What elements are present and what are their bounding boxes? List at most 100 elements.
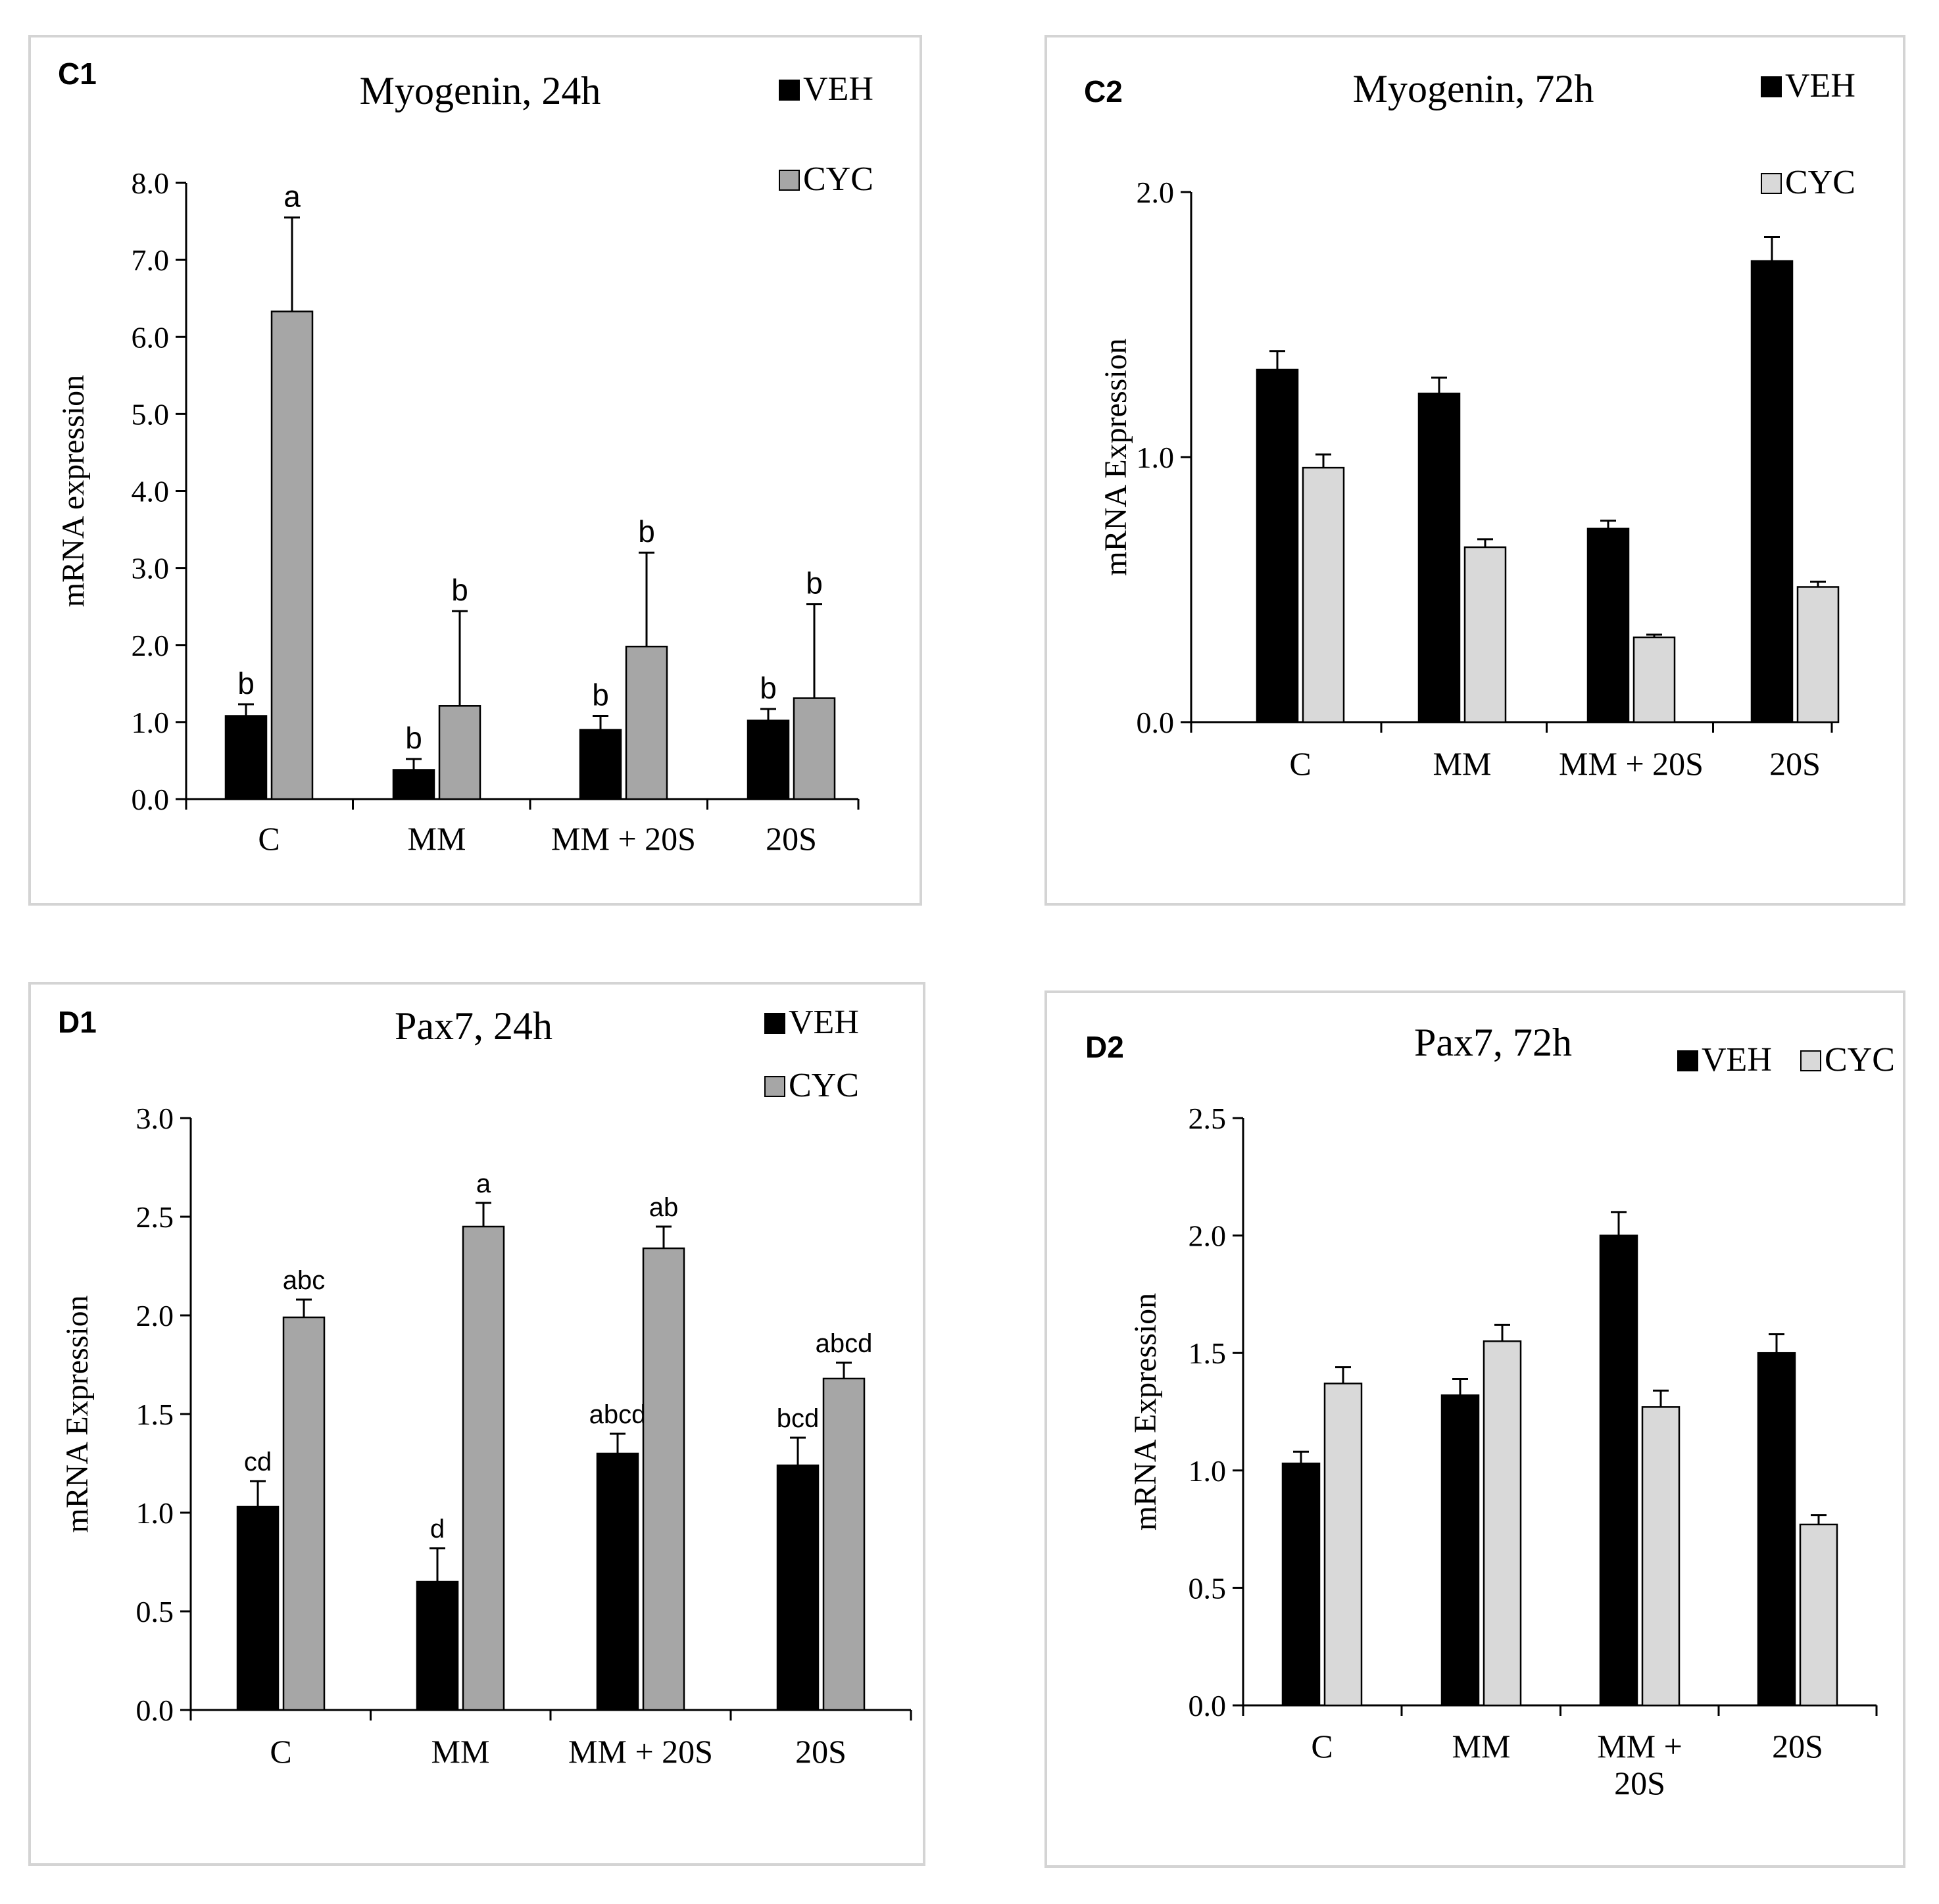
chart-title: Pax7, 24h [395, 1004, 552, 1048]
x-category-label: 20S [766, 820, 817, 857]
legend-label-veh: VEH [803, 70, 873, 108]
significance-letter: b [405, 721, 422, 755]
y-tick-label: 0.5 [136, 1595, 174, 1628]
bar-cyc-2 [462, 1225, 505, 1711]
significance-letter: abcd [589, 1400, 647, 1429]
y-tick-label: 1.5 [1189, 1336, 1227, 1370]
x-category-label: MM [408, 820, 466, 857]
significance-letter: a [283, 180, 301, 214]
x-category-label: 20S [1769, 745, 1821, 782]
bar-cyc-4 [793, 697, 836, 800]
panel-label: D2 [1085, 1030, 1124, 1064]
bar-veh-2 [392, 769, 435, 800]
y-tick-label: 8.0 [132, 166, 170, 200]
y-axis-label: mRNA Expression [60, 1295, 95, 1532]
bar-veh-1 [224, 715, 268, 800]
y-tick-label: 0.0 [136, 1694, 174, 1727]
y-tick-label: 1.0 [1137, 441, 1175, 474]
bar-veh-2 [1440, 1394, 1480, 1707]
x-category-label: MM [431, 1733, 490, 1770]
legend-swatch-cyc [764, 1076, 785, 1097]
x-category-label: MM + 20S [1559, 745, 1704, 782]
bar-cyc-2 [1483, 1340, 1522, 1707]
bar-cyc-1 [1302, 466, 1345, 723]
legend-label-cyc: CYC [1825, 1041, 1895, 1079]
y-tick-label: 0.0 [1137, 706, 1175, 739]
y-axis-label: mRNA Expression [1098, 338, 1133, 575]
panel-label: C1 [58, 57, 97, 91]
significance-letter: b [760, 671, 777, 705]
bar-cyc-4 [1799, 1523, 1838, 1707]
significance-letter: a [476, 1169, 491, 1198]
x-category-label: C [1311, 1728, 1333, 1765]
y-tick-label: 3.0 [132, 552, 170, 585]
chart-panel-c2: C2 Myogenin, 72h 0.0 1.0 2.0 mRNA Expression C… [1044, 35, 1905, 906]
legend-swatch-veh [779, 80, 800, 101]
y-tick-label: 1.0 [132, 706, 170, 739]
legend-label-cyc: CYC [803, 160, 873, 198]
chart-title: Myogenin, 24h [360, 69, 601, 112]
x-category-label-line: MM + [1597, 1728, 1682, 1765]
y-tick-label: 1.0 [1189, 1454, 1227, 1488]
legend: VEH CYC [779, 70, 873, 198]
legend: VEH CYC [1761, 67, 1855, 201]
significance-letter: d [430, 1515, 445, 1544]
bar-veh-3 [596, 1452, 639, 1711]
bar-cyc-4 [822, 1377, 866, 1711]
bar-cyc-1 [270, 310, 314, 800]
bar-veh-1 [236, 1505, 280, 1711]
x-category-label: MM [1433, 745, 1492, 782]
bar-veh-2 [1417, 393, 1461, 723]
bar-veh-1 [1256, 368, 1299, 723]
legend-label-cyc: CYC [789, 1067, 859, 1104]
panel-label: C2 [1084, 74, 1123, 109]
chart-panel-d1: D1 Pax7, 24h 0.0 0.5 1.0 1.5 2.0 2.5 3.0 mRNA Exp… [28, 982, 925, 1866]
y-tick-label: 2.0 [132, 629, 170, 662]
y-tick-label: 2.0 [1189, 1219, 1227, 1253]
y-tick-label: 0.0 [132, 783, 170, 816]
bar-cyc-3 [1641, 1406, 1681, 1707]
x-category-label: 20S [1772, 1728, 1823, 1765]
bar-cyc-2 [438, 705, 481, 800]
legend-swatch-veh [1761, 76, 1782, 97]
x-category-label-line: 20S [1614, 1765, 1665, 1801]
chart-title: Pax7, 72h [1414, 1021, 1572, 1064]
y-tick-label: 2.0 [1137, 176, 1175, 209]
y-axis-label: mRNA Expression [1128, 1293, 1163, 1530]
significance-letter: cd [244, 1448, 272, 1477]
bar-cyc-3 [1632, 636, 1676, 723]
significance-letter: abc [283, 1266, 326, 1295]
bar-veh-4 [1750, 260, 1794, 723]
x-category-label: MM + 20S [568, 1733, 713, 1770]
panel-label: D1 [58, 1005, 97, 1039]
bar-veh-3 [1599, 1234, 1638, 1707]
legend-swatch-cyc [1761, 173, 1782, 194]
bar-veh-3 [579, 729, 622, 800]
y-tick-label: 2.5 [136, 1200, 174, 1234]
legend-label-veh: VEH [1702, 1041, 1772, 1079]
y-tick-label: 4.0 [132, 475, 170, 508]
significance-letter: abcd [816, 1329, 873, 1358]
significance-letter: ab [649, 1193, 679, 1222]
x-category-label: MM [1452, 1728, 1511, 1765]
y-tick-label: 2.5 [1189, 1102, 1227, 1135]
legend-swatch-cyc [1800, 1050, 1821, 1071]
bar-veh-4 [747, 720, 790, 800]
significance-letter: b [638, 514, 655, 549]
y-axis-label: mRNA expression [56, 375, 91, 607]
legend-swatch-cyc [779, 170, 800, 191]
legend: VEH CYC [764, 1004, 859, 1104]
bar-veh-1 [1281, 1462, 1321, 1707]
x-category-label: C [258, 820, 280, 857]
significance-letter: b [451, 573, 468, 607]
y-tick-label: 5.0 [132, 397, 170, 431]
bar-cyc-4 [1796, 586, 1840, 723]
x-category-label: 20S [795, 1733, 847, 1770]
bar-cyc-3 [642, 1247, 685, 1711]
significance-letter: b [237, 666, 255, 700]
legend-label-veh: VEH [789, 1004, 859, 1041]
bar-veh-4 [776, 1464, 820, 1711]
bar-cyc-3 [625, 645, 668, 800]
x-category-label: C [270, 1733, 291, 1770]
